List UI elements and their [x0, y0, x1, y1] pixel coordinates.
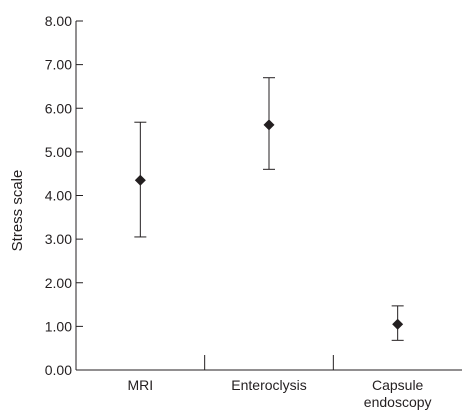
data-point-group — [263, 77, 275, 170]
y-tick-label: 1.00 — [45, 318, 72, 334]
mean-marker — [392, 318, 404, 330]
x-axis-ticks: MRI Enteroclysis Capsule endoscopy — [127, 355, 432, 410]
y-tick-label: 6.00 — [45, 100, 72, 116]
y-axis-ticks: 0.00 1.00 2.00 3.00 4.00 5.00 6.00 7.00 8.00 — [45, 13, 83, 378]
y-tick-label: 3.00 — [45, 231, 72, 247]
data-point-group — [391, 305, 404, 341]
x-category-label: Enteroclysis — [231, 377, 306, 393]
y-tick-label: 8.00 — [45, 13, 72, 29]
y-tick-label: 7.00 — [45, 57, 72, 73]
mean-marker — [134, 174, 146, 186]
y-tick-label: 0.00 — [45, 362, 72, 378]
data-marks — [134, 77, 404, 341]
axes — [75, 21, 462, 371]
y-axis-title: Stress scale — [9, 170, 26, 252]
x-category-label: MRI — [127, 377, 153, 393]
mean-marker — [263, 119, 275, 131]
data-point-group — [134, 121, 147, 238]
y-tick-label: 2.00 — [45, 275, 72, 291]
y-tick-label: 4.00 — [45, 188, 72, 204]
x-category-label: Capsule endoscopy — [364, 377, 432, 410]
y-tick-label: 5.00 — [45, 144, 72, 160]
